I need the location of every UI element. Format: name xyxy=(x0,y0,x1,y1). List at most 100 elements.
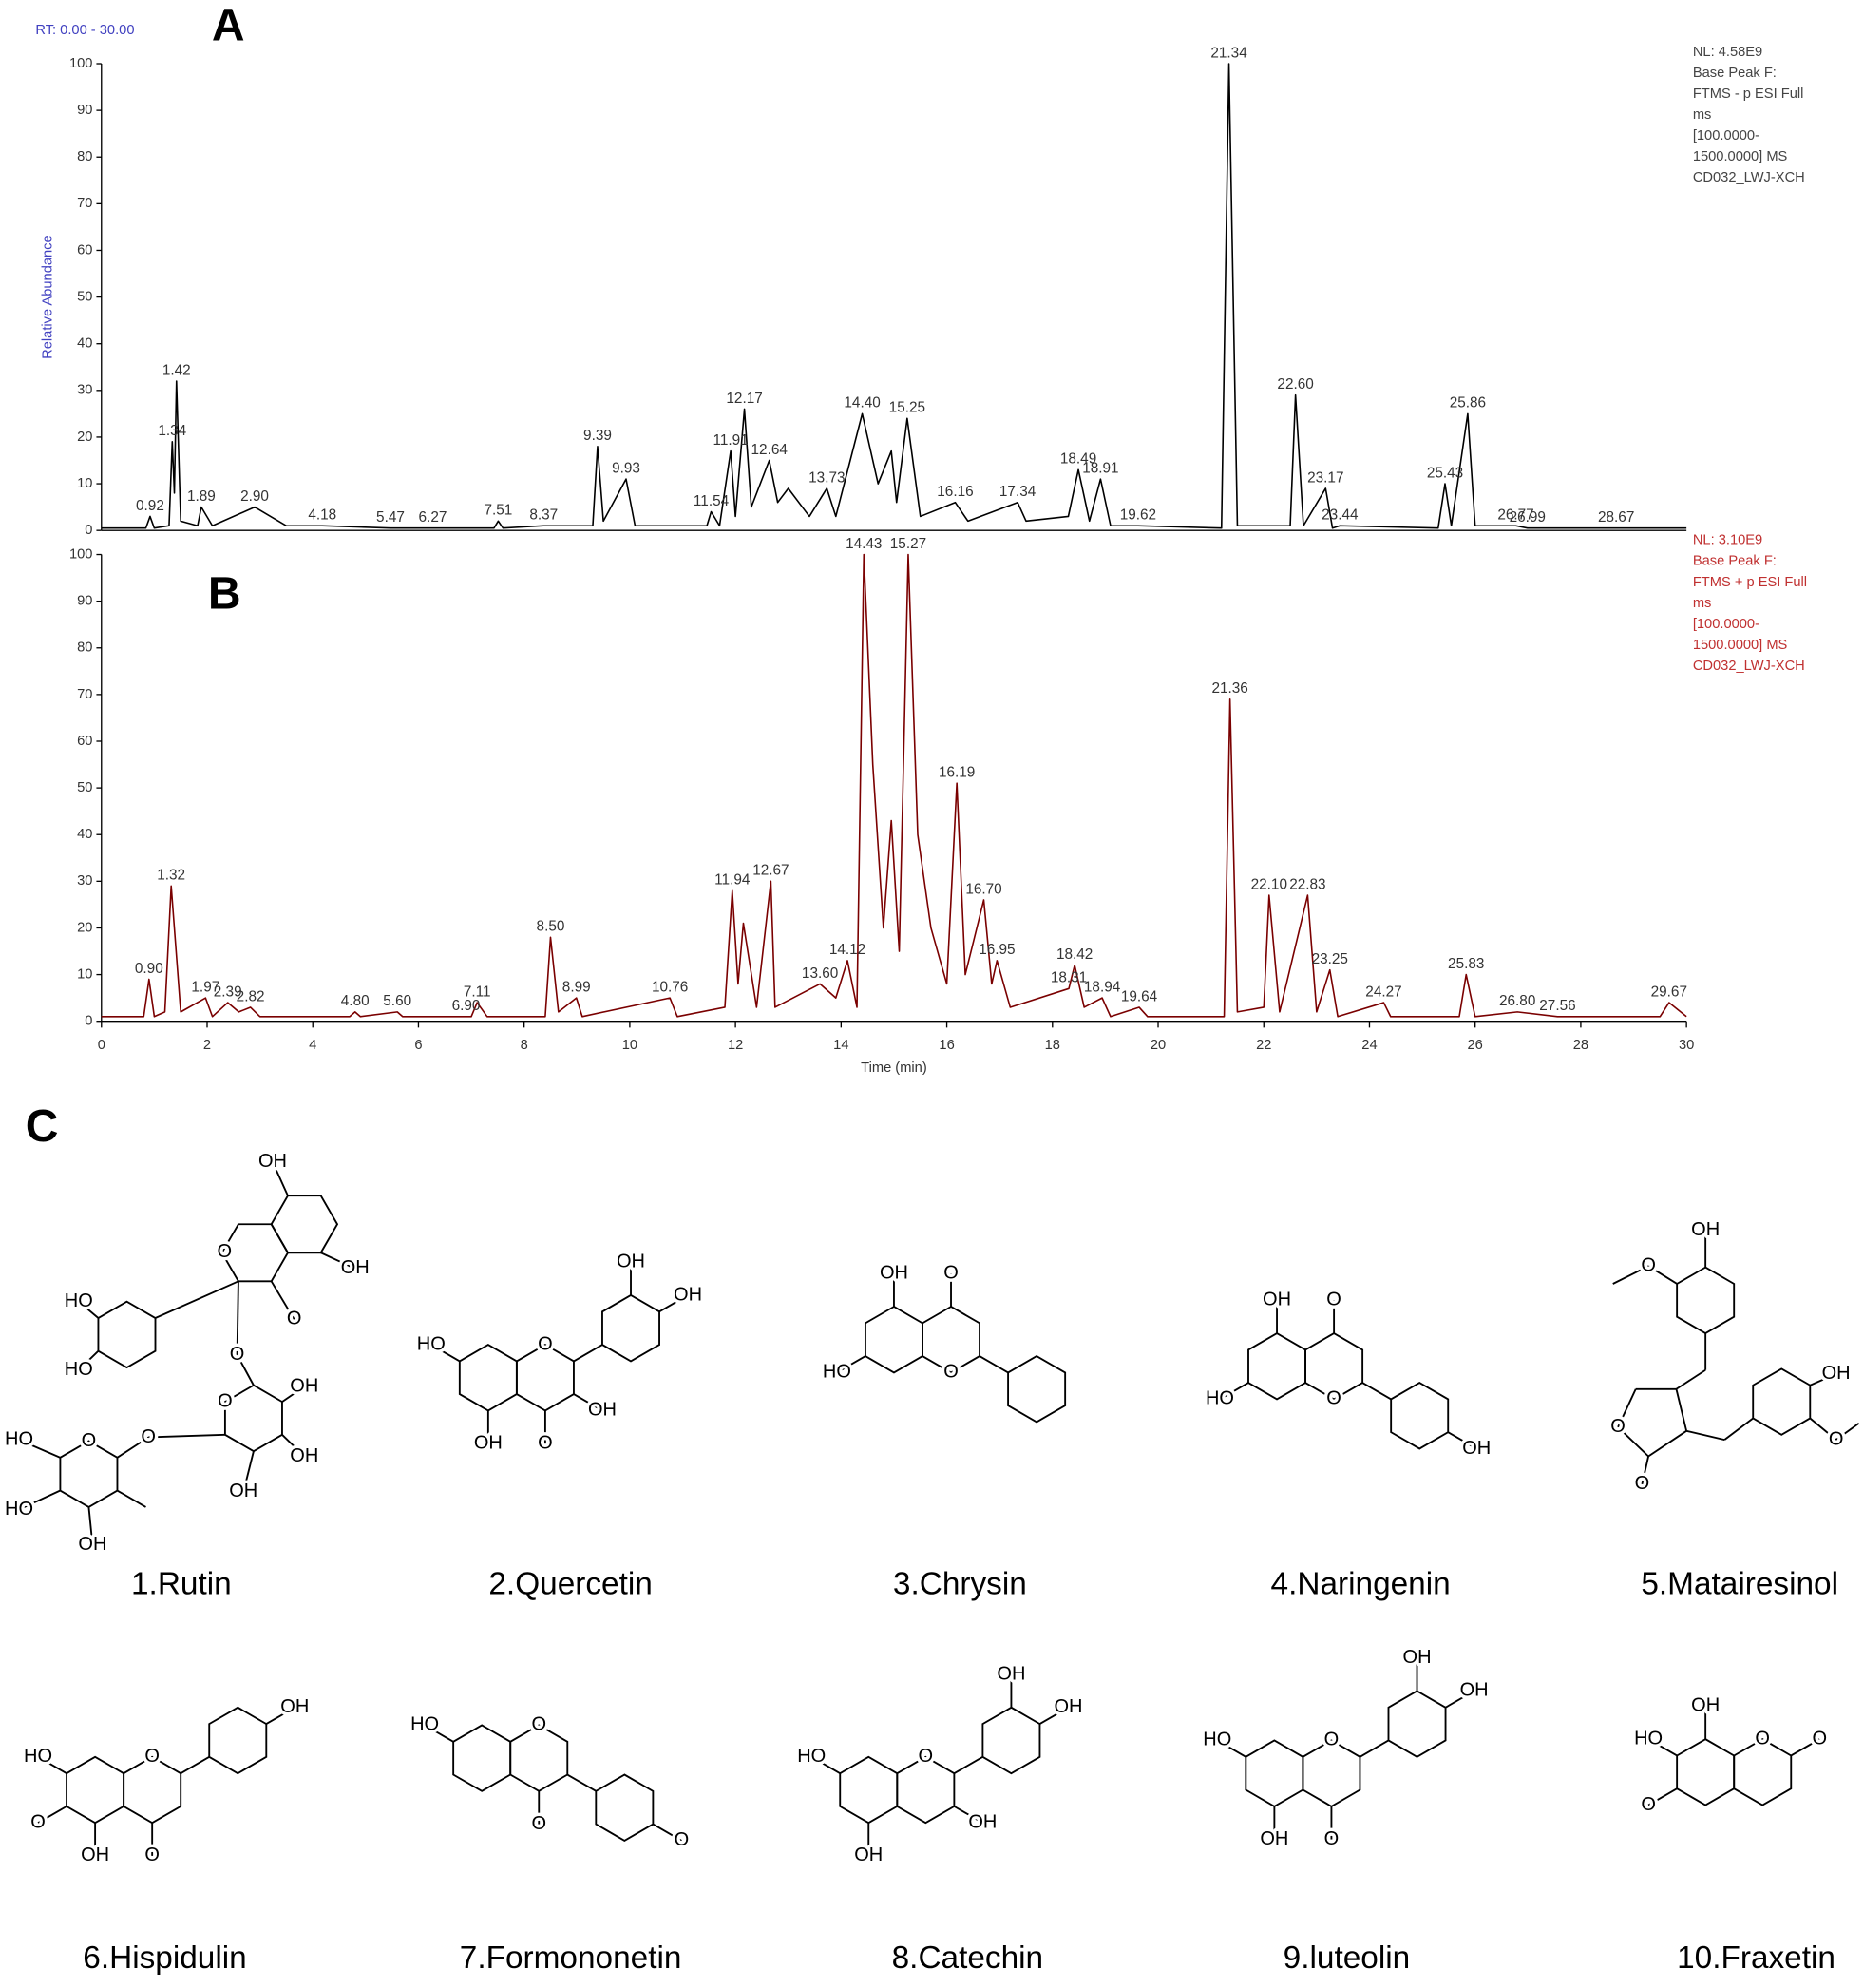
atom-label: OH xyxy=(1822,1363,1851,1384)
y-tick-label: 40 xyxy=(77,336,92,352)
bond xyxy=(1809,1417,1837,1441)
atom-label: O xyxy=(30,1812,46,1833)
bond xyxy=(1038,1706,1069,1725)
y-tick-label: 0 xyxy=(85,523,92,538)
bond xyxy=(1641,1456,1650,1485)
scan-note: Base Peak F: xyxy=(1693,554,1777,569)
atom-label: O xyxy=(1641,1794,1656,1815)
x-tick-label: 20 xyxy=(1151,1038,1166,1053)
bond xyxy=(1675,1368,1706,1390)
atom-label: OH xyxy=(81,1845,109,1865)
atom-label: OH xyxy=(78,1534,106,1555)
peak-label: 12.67 xyxy=(752,863,789,879)
atom-label: OH xyxy=(997,1663,1025,1684)
y-tick-label: 50 xyxy=(77,780,92,795)
ring xyxy=(509,1724,569,1792)
atom-label: O xyxy=(230,1344,245,1365)
ring xyxy=(896,1755,956,1825)
peak-label: 18.91 xyxy=(1082,461,1118,477)
compound-name: 6.Hispidulin xyxy=(83,1940,246,1976)
ring xyxy=(1247,1331,1307,1401)
peak-label: 15.27 xyxy=(890,536,926,552)
ring xyxy=(458,1343,518,1412)
bond xyxy=(1359,1739,1389,1758)
bond xyxy=(37,1806,67,1825)
bond xyxy=(320,1252,356,1270)
atom-label: O xyxy=(1326,1290,1341,1310)
bond xyxy=(566,1773,597,1792)
bond xyxy=(1361,1382,1392,1401)
peak-label: 16.16 xyxy=(937,484,973,500)
bond xyxy=(1617,1426,1649,1458)
atom-label: OH xyxy=(341,1257,370,1278)
atom-label: O xyxy=(1610,1416,1626,1437)
bond xyxy=(155,1280,239,1319)
ring xyxy=(1007,1354,1067,1424)
bond xyxy=(1790,1738,1820,1757)
peak-label: 9.93 xyxy=(612,461,640,477)
atom-label: O xyxy=(287,1309,302,1329)
bond xyxy=(78,1350,100,1371)
chromatogram-trace xyxy=(101,553,1687,1018)
atom-label: OH xyxy=(1054,1696,1082,1717)
ring xyxy=(864,1305,923,1374)
x-tick-label: 26 xyxy=(1468,1038,1483,1053)
x-tick-label: 18 xyxy=(1045,1038,1060,1053)
atom-label: O xyxy=(531,1813,546,1834)
peak-label: 1.89 xyxy=(187,488,216,505)
ring xyxy=(59,1440,119,1508)
atom-label: O xyxy=(943,1263,959,1284)
bond xyxy=(281,1434,305,1458)
bond xyxy=(430,1344,461,1363)
ring xyxy=(123,1755,182,1825)
scan-note: [100.0000- xyxy=(1693,128,1759,143)
atom-label: HO xyxy=(417,1333,446,1354)
atom-label: O xyxy=(1829,1428,1844,1449)
bond xyxy=(87,1506,94,1546)
bond xyxy=(1216,1739,1246,1758)
peak-label: 13.60 xyxy=(802,965,838,982)
peak-label: 1.34 xyxy=(158,423,186,439)
x-tick-label: 4 xyxy=(309,1038,316,1053)
ring xyxy=(220,1223,290,1283)
ring xyxy=(223,1384,283,1453)
peak-label: 12.64 xyxy=(751,442,789,458)
bond xyxy=(979,1355,1009,1374)
bond xyxy=(836,1355,866,1374)
bond xyxy=(658,1294,689,1313)
bond xyxy=(18,1439,61,1459)
atom-label: O xyxy=(82,1430,97,1451)
atom-label: O xyxy=(538,1432,553,1453)
x-tick-label: 0 xyxy=(98,1038,105,1053)
atom-label: OH xyxy=(280,1696,309,1717)
bond xyxy=(1647,1738,1678,1757)
peak-label: 22.10 xyxy=(1251,876,1287,892)
scan-note: ms xyxy=(1693,596,1712,611)
peak-label: 21.36 xyxy=(1211,680,1247,697)
bond xyxy=(1675,1388,1688,1432)
bond xyxy=(148,1433,225,1439)
atom-label: HO xyxy=(65,1290,93,1311)
ring xyxy=(515,1343,575,1412)
ring xyxy=(66,1755,125,1825)
atom-label: O xyxy=(218,1390,233,1411)
ring xyxy=(839,1755,899,1825)
bond xyxy=(1647,1430,1687,1458)
scan-note: CD032_LWJ-XCH xyxy=(1693,659,1805,674)
peak-label: 12.17 xyxy=(726,391,762,407)
peak-label: 23.17 xyxy=(1307,469,1343,486)
peak-label: 9.39 xyxy=(583,428,612,444)
atom-label: HO xyxy=(5,1428,33,1449)
bond xyxy=(116,1489,146,1508)
atom-label: OH xyxy=(1462,1438,1491,1459)
bond xyxy=(37,1756,67,1774)
peak-label: 5.60 xyxy=(383,993,411,1009)
ring xyxy=(922,1305,980,1374)
peak-label: 26.80 xyxy=(1499,993,1535,1009)
y-axis-label: Relative Abundance xyxy=(41,235,56,359)
peak-label: 2.90 xyxy=(240,488,269,505)
scan-note: 1500.0000] MS xyxy=(1693,638,1788,653)
bond xyxy=(78,1300,100,1319)
x-tick-label: 10 xyxy=(622,1038,637,1053)
atom-label: OH xyxy=(474,1432,503,1453)
